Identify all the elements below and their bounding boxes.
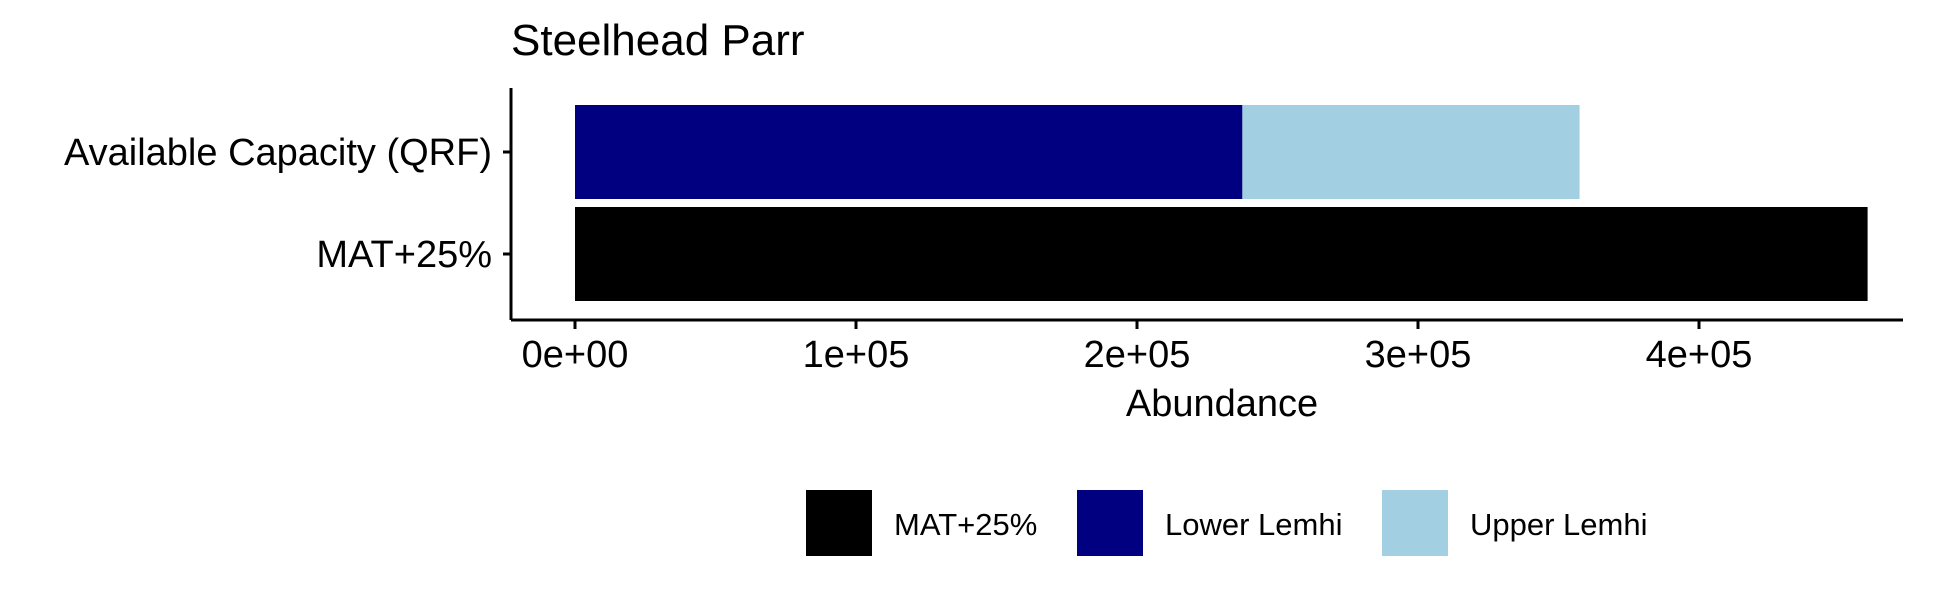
bar-available-capacity-qrf-upper-lemhi bbox=[1242, 105, 1580, 199]
chart-title: Steelhead Parr bbox=[511, 16, 805, 65]
bar-available-capacity-qrf-lower-lemhi bbox=[575, 105, 1243, 199]
x-tick-label: 4e+05 bbox=[1646, 334, 1753, 376]
legend-swatch-upper-lemhi bbox=[1382, 490, 1448, 556]
x-axis-label: Abundance bbox=[1126, 383, 1318, 425]
bar-mat-25-mat-25 bbox=[575, 207, 1868, 301]
bars-group bbox=[575, 105, 1868, 301]
legend-label-mat-25: MAT+25% bbox=[894, 507, 1037, 542]
legend-label-lower-lemhi: Lower Lemhi bbox=[1165, 507, 1342, 542]
y-tick-label: Available Capacity (QRF) bbox=[64, 132, 492, 174]
legend-swatch-mat-25 bbox=[806, 490, 872, 556]
x-ticks-group: 0e+00 1e+05 2e+05 3e+05 4e+05 bbox=[522, 320, 1753, 376]
legend-label-upper-lemhi: Upper Lemhi bbox=[1470, 507, 1647, 542]
x-tick-label: 0e+00 bbox=[522, 334, 629, 376]
legend-swatch-lower-lemhi bbox=[1077, 490, 1143, 556]
x-tick-label: 2e+05 bbox=[1084, 334, 1191, 376]
x-tick-label: 3e+05 bbox=[1365, 334, 1472, 376]
legend: MAT+25% Lower Lemhi Upper Lemhi bbox=[806, 490, 1647, 556]
y-tick-label: MAT+25% bbox=[316, 234, 492, 276]
x-tick-label: 1e+05 bbox=[803, 334, 910, 376]
y-ticks-group: Available Capacity (QRF) MAT+25% bbox=[64, 132, 511, 276]
